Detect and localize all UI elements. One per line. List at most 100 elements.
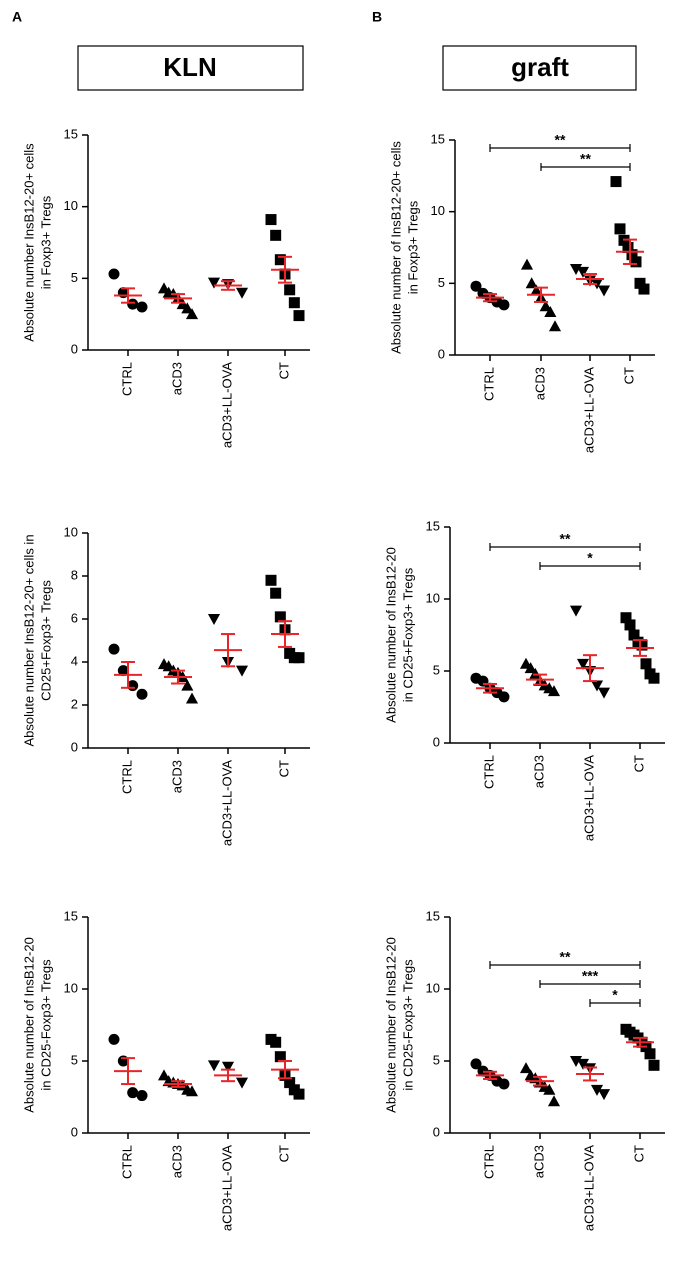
y-tick-label: 5: [433, 1052, 440, 1067]
error-bar: [583, 1066, 597, 1082]
significance-bracket: [539, 562, 641, 570]
error-bar: [221, 1068, 235, 1083]
data-point: [284, 284, 296, 296]
y-axis-label: Absolute number of InsB12-20: [383, 547, 398, 723]
significance-bracket: [540, 163, 631, 171]
data-point: [127, 298, 139, 310]
x-tick-label: CTRL: [481, 1145, 496, 1179]
data-point: [498, 691, 510, 703]
data-point: [590, 1084, 604, 1096]
data-point: [221, 1061, 235, 1073]
y-tick-label: 0: [433, 1124, 440, 1139]
error-bar: [221, 280, 235, 291]
error-bar: [121, 661, 135, 689]
y-tick-label: 4: [71, 653, 78, 668]
x-tick-label: CTRL: [481, 367, 496, 401]
error-bar: [534, 286, 548, 303]
x-tick-label: aCD3: [169, 1145, 184, 1178]
error-bar: [533, 673, 547, 686]
data-point: [597, 285, 611, 297]
panel-title-box: [442, 45, 637, 91]
x-tick-label: CT: [276, 1145, 291, 1162]
data-point: [274, 254, 286, 266]
y-axis-label: Absolute number InsB12-20+ cells: [21, 143, 36, 342]
y-tick-label: 10: [426, 590, 440, 605]
y-axis-label: in Foxp3+ Tregs: [405, 200, 420, 294]
data-point: [547, 685, 561, 697]
data-point: [622, 242, 634, 253]
data-point: [569, 1056, 583, 1068]
data-point: [293, 1088, 305, 1100]
error-bar: [171, 669, 185, 685]
data-point: [640, 658, 652, 670]
x-tick-label: CT: [631, 1145, 646, 1162]
x-tick-label: aCD3+LL-OVA: [581, 755, 596, 841]
significance-label: **: [580, 151, 591, 167]
significance-bracket: [489, 543, 641, 551]
data-point: [181, 679, 194, 691]
error-bar: [483, 682, 497, 694]
data-point: [569, 264, 583, 276]
x-tick-label: CT: [276, 362, 291, 379]
data-point: [185, 1085, 199, 1097]
x-tick-label: aCD3+LL-OVA: [219, 760, 234, 846]
data-point: [136, 301, 148, 313]
y-tick-label: 6: [71, 610, 78, 625]
data-point: [117, 665, 129, 677]
error-bar: [633, 639, 647, 657]
y-tick-label: 15: [431, 131, 445, 146]
data-point: [270, 587, 282, 599]
data-point: [265, 214, 277, 226]
error-bar: [121, 1057, 135, 1086]
x-tick-label: CT: [631, 755, 646, 772]
data-point: [638, 283, 650, 295]
data-point: [274, 1051, 286, 1063]
data-point: [288, 297, 300, 309]
y-axis-label: in CD25-Foxp3+ Tregs: [38, 959, 53, 1091]
data-point: [108, 643, 120, 655]
y-tick-label: 0: [71, 1124, 78, 1139]
data-point: [648, 1059, 660, 1071]
data-point: [136, 1090, 148, 1102]
y-tick-label: 0: [438, 346, 445, 361]
x-tick-label: aCD3+LL-OVA: [219, 1145, 234, 1231]
data-point: [270, 229, 282, 241]
panel-title: graft: [511, 52, 569, 82]
x-tick-label: aCD3+LL-OVA: [219, 362, 234, 448]
y-tick-label: 15: [64, 908, 78, 923]
significance-bracket: [539, 980, 641, 988]
data-point: [576, 1058, 590, 1070]
data-point: [207, 614, 221, 626]
x-tick-label: CT: [276, 760, 291, 777]
data-point: [547, 1095, 561, 1107]
y-axis-label: Absolute number InsB12-20+ cells in: [21, 534, 36, 746]
data-point: [185, 692, 199, 704]
y-tick-label: 15: [426, 518, 440, 533]
panel-title: KLN: [163, 52, 216, 82]
panel-label: A: [12, 9, 22, 25]
data-point: [235, 1077, 249, 1089]
y-tick-label: 10: [426, 980, 440, 995]
y-tick-label: 0: [71, 341, 78, 356]
data-point: [569, 605, 583, 617]
data-point: [498, 299, 510, 311]
error-bar: [278, 255, 292, 284]
data-point: [235, 665, 249, 677]
y-tick-label: 15: [426, 908, 440, 923]
error-bar: [121, 287, 135, 304]
significance-bracket: [589, 999, 641, 1007]
data-point: [628, 629, 640, 641]
error-bar: [221, 633, 235, 668]
data-point: [136, 688, 148, 700]
data-point: [519, 1062, 533, 1074]
error-bar: [171, 1080, 185, 1088]
y-tick-label: 2: [71, 696, 78, 711]
significance-bracket: [489, 144, 631, 152]
error-bar: [583, 654, 597, 683]
y-axis-label: Absolute number of InsB12-20: [21, 937, 36, 1113]
y-tick-label: 0: [433, 734, 440, 749]
panel-title-box: [77, 45, 304, 91]
error-bar: [483, 293, 497, 303]
